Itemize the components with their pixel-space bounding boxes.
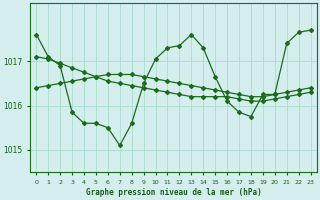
X-axis label: Graphe pression niveau de la mer (hPa): Graphe pression niveau de la mer (hPa) — [85, 188, 261, 197]
